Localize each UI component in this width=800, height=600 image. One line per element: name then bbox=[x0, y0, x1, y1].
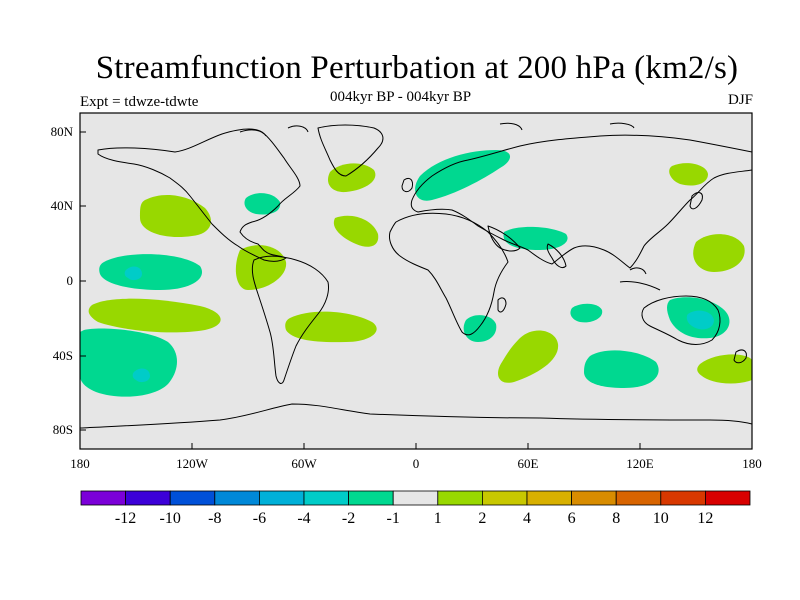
colorbar-swatch bbox=[303, 490, 349, 506]
colorbar-label: 12 bbox=[697, 510, 713, 527]
positive-contour-region bbox=[140, 194, 212, 238]
chart-subtitle: 004kyr BP - 004kyr BP bbox=[330, 89, 472, 105]
negative-core-region bbox=[132, 368, 150, 383]
colorbar-label: -4 bbox=[297, 510, 310, 527]
colorbar-label: -8 bbox=[208, 510, 221, 527]
colorbar-label: -2 bbox=[342, 510, 355, 527]
coastline bbox=[689, 192, 703, 210]
lon-label: 120W bbox=[176, 456, 209, 471]
lat-label: 80N bbox=[51, 124, 74, 139]
colorbar-swatch bbox=[258, 490, 305, 506]
positive-contour-region bbox=[669, 163, 708, 186]
coastline bbox=[546, 243, 567, 269]
colorbar-swatch bbox=[615, 490, 662, 506]
lon-label: 60E bbox=[518, 456, 539, 471]
negative-contour-region bbox=[584, 350, 659, 388]
colorbar-swatch bbox=[571, 490, 617, 506]
lon-label: 180 bbox=[70, 456, 90, 471]
negative-core-region bbox=[124, 266, 142, 281]
positive-contour-region bbox=[327, 163, 376, 193]
negative-core-region bbox=[686, 310, 714, 330]
colorbar-label: -1 bbox=[387, 510, 400, 527]
colorbar-swatch bbox=[437, 490, 483, 506]
coastline bbox=[619, 267, 661, 291]
lat-label: 0 bbox=[67, 273, 74, 288]
colorbar-label: 10 bbox=[653, 510, 669, 527]
coastline bbox=[80, 403, 752, 429]
colorbar-swatch bbox=[80, 490, 126, 506]
coastline bbox=[641, 295, 721, 345]
season-label: DJF bbox=[727, 92, 753, 108]
colorbar-swatch bbox=[526, 490, 572, 506]
coastline bbox=[317, 124, 384, 177]
positive-contour-region bbox=[693, 234, 745, 272]
colorbar-label: 6 bbox=[568, 510, 576, 527]
negative-contour-region bbox=[99, 254, 203, 290]
coastline bbox=[401, 177, 413, 193]
negative-contour-region bbox=[244, 193, 281, 215]
colorbar-swatch bbox=[169, 490, 216, 506]
positive-contour-region bbox=[88, 298, 221, 333]
lat-label: 40S bbox=[53, 348, 73, 363]
colorbar-label: -10 bbox=[160, 510, 181, 527]
colorbar-swatch bbox=[348, 490, 394, 506]
lon-label: 180 bbox=[742, 456, 762, 471]
positive-contour-region bbox=[498, 330, 559, 383]
colorbar-swatch bbox=[660, 490, 706, 506]
coastline bbox=[251, 255, 329, 384]
colorbar-label: 8 bbox=[612, 510, 620, 527]
colorbar-swatch bbox=[705, 490, 751, 506]
colorbar-swatch bbox=[392, 490, 439, 506]
positive-contour-region bbox=[333, 215, 379, 247]
negative-contour-region bbox=[463, 315, 497, 342]
coastline bbox=[733, 349, 747, 364]
colorbar-label: 1 bbox=[434, 510, 442, 527]
colorbar-label: -6 bbox=[253, 510, 266, 527]
lat-label: 80S bbox=[53, 422, 73, 437]
coastline bbox=[487, 225, 521, 252]
negative-contour-region bbox=[415, 150, 511, 201]
longitude-axis: 180 120W 60W 0 60E 120E 180 bbox=[70, 443, 762, 471]
latitude-axis: 80N 40N 0 40S 80S bbox=[51, 124, 86, 437]
lon-label: 60W bbox=[291, 456, 317, 471]
coastline-layer bbox=[80, 122, 752, 429]
negative-contour-region bbox=[80, 328, 177, 397]
negative-contour-region bbox=[503, 226, 568, 250]
lon-label: 0 bbox=[413, 456, 420, 471]
lon-label: 120E bbox=[626, 456, 654, 471]
colorbar-label: 4 bbox=[523, 510, 531, 527]
lat-label: 40N bbox=[51, 198, 74, 213]
positive-contour-region bbox=[285, 311, 377, 343]
positive-contour-region bbox=[697, 354, 752, 384]
colorbar-label: 2 bbox=[478, 510, 486, 527]
coastline bbox=[389, 212, 509, 336]
coastline bbox=[497, 297, 507, 313]
colorbar: -12 -10 -8 -6 -4 -2 -1 1 2 4 6 8 10 12 bbox=[80, 490, 751, 527]
colorbar-swatch bbox=[214, 490, 260, 506]
coastline bbox=[239, 122, 635, 137]
negative-contour-region bbox=[570, 303, 603, 323]
colorbar-swatch bbox=[125, 490, 171, 506]
experiment-label: Expt = tdwze-tdwte bbox=[80, 94, 199, 110]
chart-title: Streamfunction Perturbation at 200 hPa (… bbox=[95, 50, 739, 86]
colorbar-label: -12 bbox=[115, 510, 136, 527]
colorbar-swatch bbox=[481, 490, 528, 506]
contour-fill-layer bbox=[80, 122, 752, 429]
